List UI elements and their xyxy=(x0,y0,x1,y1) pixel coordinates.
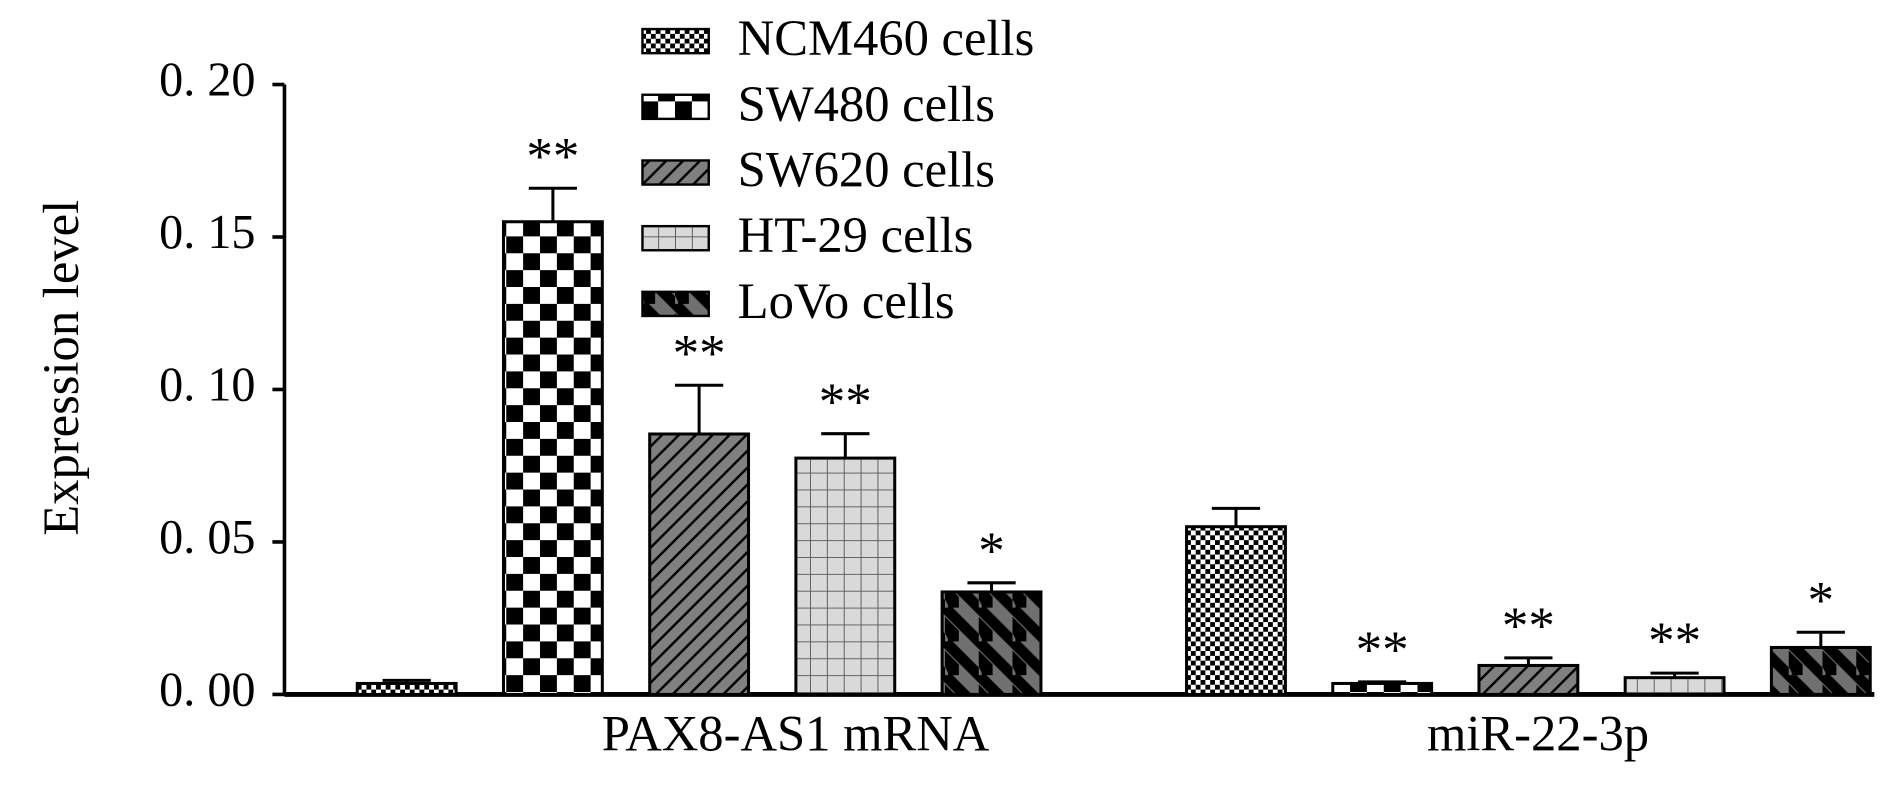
significance-label: ** xyxy=(1648,613,1701,671)
significance-label: ** xyxy=(673,325,726,383)
significance-label: ** xyxy=(1502,597,1555,655)
legend-label: NCM460 cells xyxy=(738,10,1035,66)
legend-label: LoVo cells xyxy=(738,273,955,329)
legend-label: SW620 cells xyxy=(738,142,995,198)
y-axis-label: Expression level xyxy=(33,200,89,536)
legend-swatch xyxy=(641,93,710,121)
y-tick-label: 0. 20 xyxy=(159,54,255,107)
bar xyxy=(1331,681,1434,696)
legend-swatch xyxy=(641,27,710,55)
significance-label: * xyxy=(978,522,1005,580)
bar xyxy=(1769,645,1872,696)
legend-label: SW480 cells xyxy=(738,76,995,132)
x-tick-label: miR-22-3p xyxy=(1427,706,1649,762)
bar xyxy=(794,456,897,696)
bar xyxy=(355,681,458,696)
y-tick-label: 0. 05 xyxy=(159,511,255,564)
significance-label: ** xyxy=(526,128,579,186)
bar xyxy=(648,432,751,696)
bar xyxy=(1477,663,1580,696)
bar xyxy=(940,590,1043,696)
y-tick-label: 0. 10 xyxy=(159,359,255,412)
x-tick-label: PAX8-AS1 mRNA xyxy=(602,706,990,762)
bar xyxy=(501,220,604,696)
legend-swatch xyxy=(641,159,710,186)
significance-label: ** xyxy=(1356,622,1409,680)
legend-swatch xyxy=(641,224,710,252)
bar xyxy=(1623,676,1726,696)
y-tick-label: 0. 15 xyxy=(159,206,255,259)
legend-swatch xyxy=(641,290,710,318)
significance-label: ** xyxy=(819,373,872,431)
legend-label: HT-29 cells xyxy=(738,207,974,263)
y-tick-label: 0. 00 xyxy=(159,663,255,716)
significance-label: * xyxy=(1808,572,1835,630)
bar xyxy=(1185,525,1287,696)
